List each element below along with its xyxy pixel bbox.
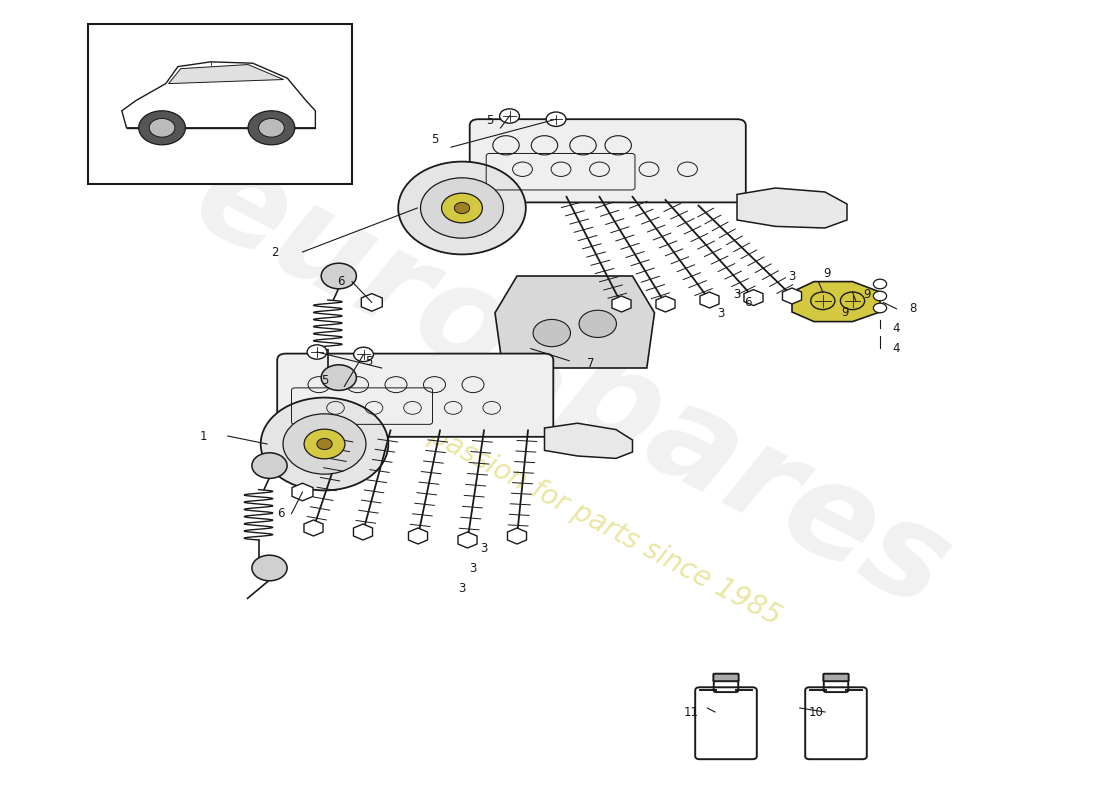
Circle shape	[261, 398, 388, 490]
Text: 3: 3	[459, 582, 465, 594]
Polygon shape	[700, 292, 719, 308]
Text: 10: 10	[808, 706, 824, 718]
Polygon shape	[507, 528, 527, 544]
Polygon shape	[782, 288, 802, 304]
Circle shape	[150, 118, 175, 137]
Circle shape	[840, 292, 865, 310]
Circle shape	[252, 555, 287, 581]
Text: 3: 3	[470, 562, 476, 574]
Circle shape	[258, 118, 284, 137]
Polygon shape	[458, 532, 477, 548]
Circle shape	[283, 414, 366, 474]
Circle shape	[317, 438, 332, 450]
Circle shape	[252, 453, 287, 478]
Text: 5: 5	[321, 374, 328, 386]
Text: 3: 3	[481, 542, 487, 554]
Text: 2: 2	[272, 246, 278, 258]
Polygon shape	[168, 65, 284, 84]
Circle shape	[420, 178, 504, 238]
Polygon shape	[361, 294, 383, 311]
FancyBboxPatch shape	[277, 354, 553, 437]
Text: 3: 3	[717, 307, 724, 320]
FancyBboxPatch shape	[824, 674, 848, 682]
Circle shape	[499, 109, 519, 123]
Circle shape	[873, 291, 887, 301]
Circle shape	[248, 111, 295, 145]
Text: 7: 7	[587, 358, 594, 370]
Polygon shape	[292, 483, 313, 501]
Text: 4: 4	[893, 322, 900, 334]
Circle shape	[321, 365, 356, 390]
Text: 1: 1	[200, 430, 207, 442]
Text: 5: 5	[486, 114, 493, 126]
Circle shape	[811, 292, 835, 310]
Text: 8: 8	[910, 302, 916, 315]
Text: 3: 3	[734, 288, 740, 301]
Circle shape	[579, 310, 616, 338]
Circle shape	[546, 112, 565, 126]
Circle shape	[354, 347, 373, 362]
Polygon shape	[656, 296, 675, 312]
FancyBboxPatch shape	[714, 674, 738, 682]
Bar	[88, 24, 352, 184]
Polygon shape	[612, 296, 631, 312]
Polygon shape	[544, 423, 632, 458]
Polygon shape	[304, 520, 323, 536]
Text: 3: 3	[789, 270, 795, 282]
FancyBboxPatch shape	[470, 119, 746, 202]
Circle shape	[534, 319, 571, 346]
Text: 5: 5	[431, 133, 438, 146]
Text: 9: 9	[842, 306, 848, 318]
Circle shape	[321, 263, 356, 289]
Polygon shape	[792, 282, 880, 322]
Text: 9: 9	[864, 288, 870, 301]
Text: 6: 6	[277, 507, 284, 520]
Circle shape	[873, 303, 887, 313]
Polygon shape	[744, 290, 763, 306]
Text: 11: 11	[683, 706, 698, 718]
Circle shape	[304, 429, 345, 459]
Circle shape	[873, 279, 887, 289]
Text: eurospares: eurospares	[174, 132, 970, 636]
Polygon shape	[495, 276, 654, 368]
Circle shape	[307, 345, 327, 359]
Circle shape	[139, 111, 186, 145]
Text: 4: 4	[893, 342, 900, 354]
Polygon shape	[737, 188, 847, 228]
Text: 5: 5	[365, 355, 372, 368]
Text: 6: 6	[338, 275, 344, 288]
Circle shape	[398, 162, 526, 254]
Text: 6: 6	[745, 296, 751, 309]
Polygon shape	[353, 524, 373, 540]
Text: 9: 9	[824, 267, 830, 280]
Polygon shape	[408, 528, 428, 544]
Text: a passion for parts since 1985: a passion for parts since 1985	[403, 409, 785, 631]
Circle shape	[441, 193, 483, 223]
Circle shape	[454, 202, 470, 214]
